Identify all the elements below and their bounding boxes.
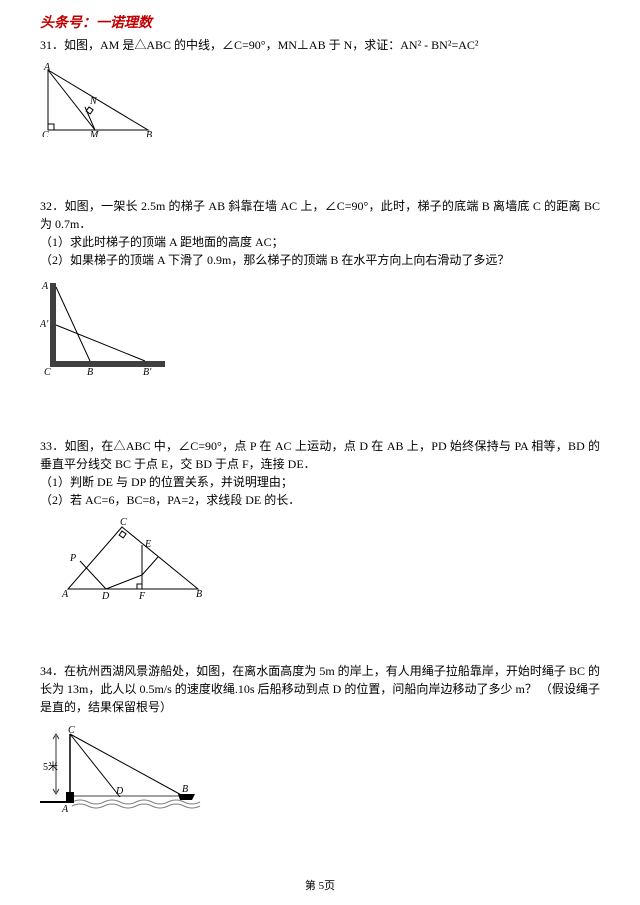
- fig34-label-A: A: [61, 804, 69, 815]
- figure-31: A C M B N: [40, 62, 600, 137]
- problem-33-text: 33．如图，在△ABC 中，∠C=90°，点 P 在 AC 上运动，点 D 在 …: [40, 437, 600, 473]
- fig34-label-B: B: [182, 784, 188, 795]
- problem-32-sub1: （1）求此时梯子的顶端 A 距地面的高度 AC；: [40, 233, 600, 251]
- problem-34-text: 34．在杭州西湖风景游船处，如图，在离水面高度为 5m 的岸上，有人用绳子拉船靠…: [40, 662, 600, 716]
- fig33-label-D: D: [101, 591, 110, 602]
- fig31-label-N: N: [89, 96, 98, 107]
- fig32-label-Ap: A': [40, 319, 49, 330]
- fig32-label-A: A: [41, 281, 49, 292]
- fig31-label-M: M: [89, 130, 99, 137]
- fig33-label-F: F: [138, 591, 146, 602]
- problem-33: 33．如图，在△ABC 中，∠C=90°，点 P 在 AC 上运动，点 D 在 …: [40, 437, 600, 509]
- fig32-label-C: C: [44, 367, 51, 377]
- fig34-label-C: C: [68, 725, 75, 736]
- figure-33: A B C D E F P: [60, 517, 600, 602]
- fig33-label-E: E: [144, 539, 151, 550]
- fig32-label-B: B: [87, 367, 93, 377]
- page-number: 第 5页: [0, 877, 640, 893]
- fig34-label-D: D: [115, 786, 124, 797]
- fig33-label-A: A: [61, 589, 69, 600]
- header-text: 头条号：一诺理数: [40, 16, 152, 31]
- figure-32-svg: A A' C B B': [40, 277, 180, 377]
- problem-32-sub2: （2）如果梯子的顶端 A 下滑了 0.9m，那么梯子的顶端 B 在水平方向上向右…: [40, 251, 600, 269]
- figure-34: C A D B 5米: [40, 724, 600, 819]
- fig31-label-B: B: [146, 130, 152, 137]
- figure-31-svg: A C M B N: [40, 62, 160, 137]
- fig33-label-B: B: [196, 589, 202, 600]
- problem-32-text: 32．如图，一架长 2.5m 的梯子 AB 斜靠在墙 AC 上，∠C=90°，此…: [40, 197, 600, 233]
- problem-33-sub2: （2）若 AC=6，BC=8，PA=2，求线段 DE 的长．: [40, 491, 600, 509]
- problem-33-sub1: （1）判断 DE 与 DP 的位置关系，并说明理由；: [40, 473, 600, 491]
- problem-34: 34．在杭州西湖风景游船处，如图，在离水面高度为 5m 的岸上，有人用绳子拉船靠…: [40, 662, 600, 716]
- figure-33-svg: A B C D E F P: [60, 517, 210, 602]
- problem-31-text: 31．如图，AM 是△ABC 的中线，∠C=90°，MN⊥AB 于 N，求证：A…: [40, 36, 600, 54]
- fig31-label-A: A: [43, 62, 51, 73]
- problem-31: 31．如图，AM 是△ABC 的中线，∠C=90°，MN⊥AB 于 N，求证：A…: [40, 36, 600, 54]
- page-header: 头条号：一诺理数: [40, 12, 600, 32]
- fig32-label-Bp: B': [143, 367, 152, 377]
- figure-32: A A' C B B': [40, 277, 600, 377]
- fig31-label-C: C: [42, 130, 49, 137]
- fig33-label-P: P: [69, 553, 76, 564]
- figure-34-svg: C A D B 5米: [40, 724, 210, 819]
- problem-32: 32．如图，一架长 2.5m 的梯子 AB 斜靠在墙 AC 上，∠C=90°，此…: [40, 197, 600, 269]
- fig33-label-C: C: [120, 517, 127, 528]
